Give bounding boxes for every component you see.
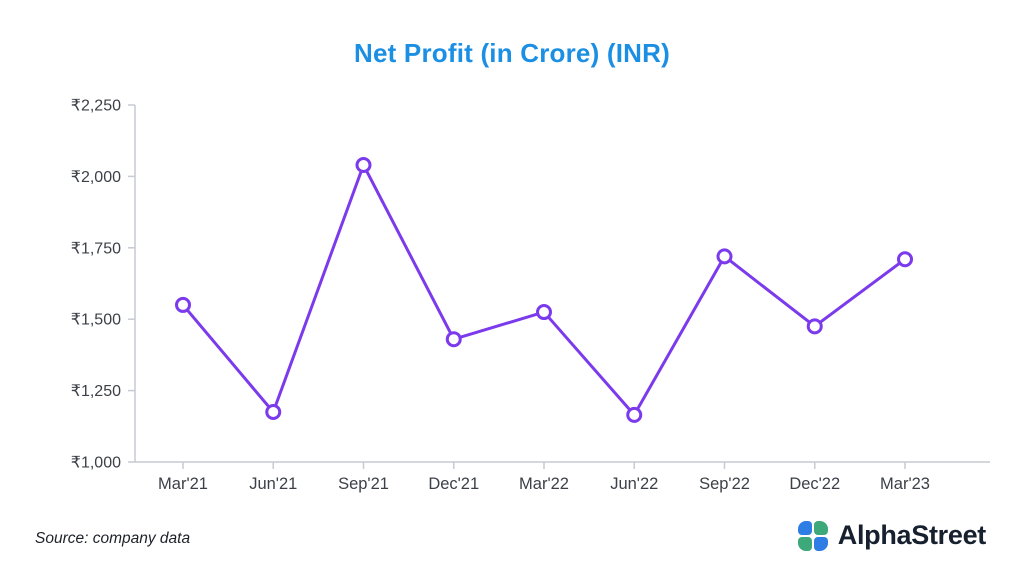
x-tick-label: Dec'22: [789, 475, 840, 493]
x-tick-label: Mar'23: [880, 475, 930, 493]
data-point-7: [806, 318, 823, 335]
net-profit-line-chart: ₹1,000 ₹1,250 ₹1,500 ₹1,750 ₹2,000 ₹2,250 Mar'…: [71, 98, 990, 493]
y-tick-label: ₹1,750: [71, 240, 121, 257]
y-tick-label: ₹1,250: [71, 383, 121, 400]
data-point-1: [265, 404, 282, 421]
data-point-3: [445, 331, 462, 348]
y-tick-label: ₹2,000: [71, 169, 121, 186]
source-note: Source: company data: [35, 530, 191, 547]
alphastreet-logo-text: AlphaStreet: [837, 520, 987, 550]
data-point-2: [355, 156, 372, 173]
x-tick-label: Mar'22: [519, 475, 569, 493]
net-profit-line: [181, 163, 907, 417]
logo-square-bottom-left: [797, 536, 812, 551]
x-tick-label: Jun'21: [249, 475, 297, 493]
logo-square-top-right: [813, 520, 828, 535]
x-tick-label: Jun'22: [610, 475, 658, 493]
data-point-5: [626, 406, 643, 423]
y-tick-label: ₹1,500: [71, 312, 121, 329]
y-tick-label: ₹2,250: [71, 98, 121, 115]
data-point-0: [175, 296, 191, 313]
y-tick-label: ₹1,000: [71, 455, 121, 472]
alphastreet-logo-icon: [797, 520, 828, 551]
data-point-8: [897, 251, 913, 268]
chart-title: Net Profit (in Crore) (INR): [354, 38, 670, 68]
x-tick-label: Sep'22: [699, 475, 750, 493]
data-point-4: [536, 304, 552, 321]
x-tick-label: Sep'21: [338, 475, 389, 493]
logo-square-top-left: [797, 520, 812, 535]
x-tick-label: Mar'21: [158, 475, 208, 493]
logo-square-bottom-right: [813, 536, 828, 551]
alphastreet-logo: AlphaStreet: [797, 520, 987, 551]
x-tick-label: Dec'21: [428, 475, 479, 493]
data-point-6: [716, 248, 733, 265]
